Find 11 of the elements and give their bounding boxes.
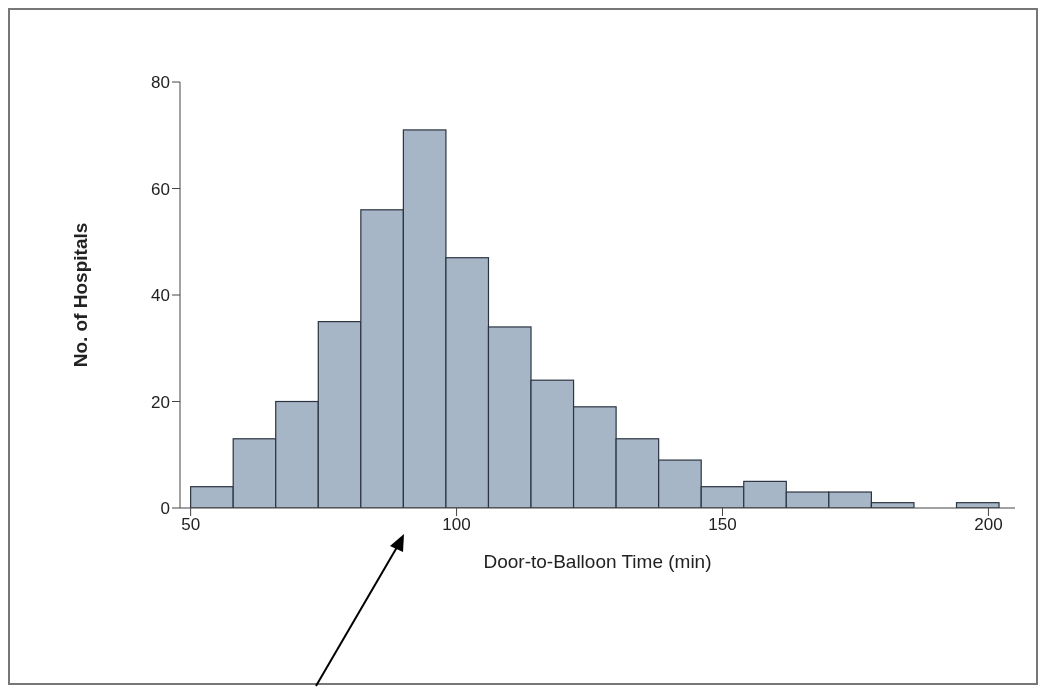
x-tick-label: 50 [181,515,201,535]
y-tick-label: 60 [151,179,170,199]
x-tick-label: 150 [708,515,737,535]
y-tick-label: 0 [160,499,170,519]
y-axis-title: No. of Hospitals [69,222,91,368]
x-tick-label: 100 [442,515,471,535]
x-tick-label: 200 [974,515,1003,535]
y-tick-label: 40 [151,286,170,306]
y-tick-label: 80 [151,73,170,93]
x-axis-title: Door-to-Balloon Time (min) [483,551,712,572]
y-tick-label: 20 [151,392,170,412]
